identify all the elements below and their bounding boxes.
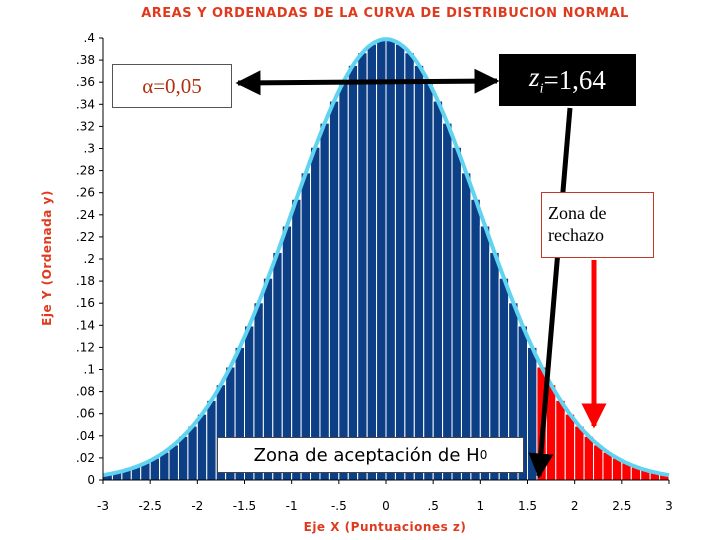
rejection-bar bbox=[555, 399, 566, 481]
y-tick-label: .12 bbox=[76, 340, 95, 354]
acceptance-bar bbox=[206, 399, 217, 481]
annotation-arrows bbox=[235, 68, 607, 479]
acceptance-zone-sub: 0 bbox=[479, 448, 488, 462]
y-tick-label: .38 bbox=[76, 53, 95, 67]
rejection-bar bbox=[564, 413, 576, 481]
acceptance-bar bbox=[177, 435, 189, 481]
acceptance-bar bbox=[432, 100, 444, 481]
critical-value-arrow bbox=[528, 107, 573, 479]
y-axis-title: Eje Y (Ordenada y) bbox=[40, 190, 54, 326]
critical-z-value: =1,64 bbox=[543, 64, 606, 95]
normal-curve-outline bbox=[102, 37, 670, 478]
y-tick-label: .06 bbox=[76, 407, 95, 421]
x-tick-label: 1.5 bbox=[518, 499, 537, 513]
acceptance-bar bbox=[357, 52, 368, 481]
acceptance-bar bbox=[168, 444, 179, 481]
critical-z-var: z bbox=[529, 62, 540, 93]
y-tick-label: 0 bbox=[87, 473, 95, 487]
acceptance-bar bbox=[338, 81, 349, 481]
acceptance-bar bbox=[328, 100, 340, 481]
acceptance-bar bbox=[451, 146, 462, 481]
acceptance-bar bbox=[413, 64, 425, 481]
acceptance-bar bbox=[376, 39, 387, 481]
acceptance-bar bbox=[300, 172, 312, 481]
y-tick-label: .32 bbox=[76, 119, 95, 133]
y-tick-label: .16 bbox=[76, 296, 95, 310]
critical-z-label: zi =1,64 bbox=[499, 54, 636, 106]
acceptance-bar bbox=[404, 52, 415, 481]
rejection-zone-label: Zona de rechazo bbox=[541, 192, 654, 258]
x-tick-label: .5 bbox=[427, 499, 438, 513]
x-tick-label: 0 bbox=[382, 499, 390, 513]
y-tick-label: .2 bbox=[84, 252, 95, 266]
y-tick-label: .24 bbox=[76, 208, 95, 222]
y-tick-label: .34 bbox=[76, 97, 95, 111]
y-tick-label: .4 bbox=[84, 31, 95, 45]
acceptance-bar bbox=[347, 64, 359, 481]
acceptance-zone-text: Zona de aceptación de H bbox=[253, 444, 480, 466]
y-tick-label: .22 bbox=[76, 230, 95, 244]
y-tick-label: .04 bbox=[76, 429, 95, 443]
acceptance-bar bbox=[460, 172, 472, 481]
y-tick-label: .28 bbox=[76, 164, 95, 178]
axes: 0 .02 .04 .06 .08 .1 .12 .14 .16 .18 .2 .22 .24 .26 .2… bbox=[76, 31, 673, 513]
acceptance-bar bbox=[310, 146, 321, 481]
x-tick-label: 2 bbox=[571, 499, 579, 513]
x-tick-label: 1 bbox=[477, 499, 485, 513]
x-tick-label: -3 bbox=[97, 499, 109, 513]
acceptance-bar bbox=[319, 122, 330, 481]
acceptance-bar bbox=[527, 346, 538, 481]
chart-title: AREAS Y ORDENADAS DE LA CURVA DE DISTRIB… bbox=[141, 6, 629, 21]
x-tick-label: -2 bbox=[191, 499, 203, 513]
y-tick-label: .02 bbox=[76, 451, 95, 465]
rejection-bar bbox=[583, 435, 595, 481]
y-tick-label: .3 bbox=[84, 142, 95, 156]
x-tick-label: -1.5 bbox=[233, 499, 256, 513]
rejection-bar bbox=[574, 425, 585, 481]
acceptance-bar bbox=[442, 122, 453, 481]
y-tick-label: .36 bbox=[76, 75, 95, 89]
x-tick-label: 2.5 bbox=[612, 499, 631, 513]
acceptance-bar bbox=[394, 43, 406, 481]
y-tick-label: .26 bbox=[76, 186, 95, 200]
critical-z-sub: i bbox=[539, 81, 544, 97]
acceptance-bar bbox=[385, 39, 396, 481]
alpha-label: α=0,05 bbox=[112, 64, 232, 108]
x-tick-label: -1 bbox=[286, 499, 298, 513]
x-tick-label: -.5 bbox=[331, 499, 347, 513]
y-tick-label: .18 bbox=[76, 274, 95, 288]
acceptance-bar bbox=[187, 425, 198, 481]
x-tick-label: -2.5 bbox=[138, 499, 161, 513]
y-tick-label: .1 bbox=[84, 363, 95, 377]
y-tick-label: .08 bbox=[76, 385, 95, 399]
acceptance-bar bbox=[196, 413, 208, 481]
rejection-bar bbox=[593, 444, 604, 481]
x-axis-title: Eje X (Puntuaciones z) bbox=[304, 520, 467, 534]
x-tick-label: 3 bbox=[665, 499, 673, 513]
y-tick-label: .14 bbox=[76, 318, 95, 332]
acceptance-bar bbox=[423, 81, 434, 481]
acceptance-bar bbox=[366, 43, 378, 481]
alpha-z-connector-arrow bbox=[235, 68, 500, 96]
